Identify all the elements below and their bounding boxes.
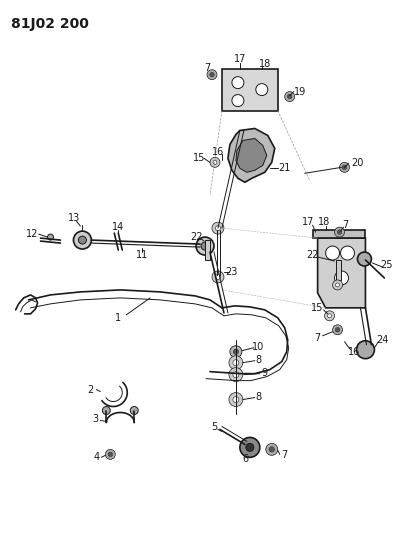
Circle shape: [196, 237, 214, 255]
Polygon shape: [317, 238, 365, 308]
Circle shape: [232, 94, 244, 107]
Text: 15: 15: [311, 303, 324, 313]
Circle shape: [269, 447, 274, 452]
Circle shape: [328, 314, 332, 318]
Text: 10: 10: [252, 342, 264, 352]
Text: 14: 14: [112, 222, 125, 232]
Text: 16: 16: [348, 346, 361, 357]
Circle shape: [287, 94, 292, 99]
Circle shape: [337, 230, 342, 235]
Circle shape: [232, 77, 244, 88]
Circle shape: [357, 341, 374, 359]
Circle shape: [102, 407, 110, 415]
Polygon shape: [228, 128, 275, 182]
Text: 18: 18: [259, 59, 271, 69]
Circle shape: [201, 242, 209, 250]
Circle shape: [335, 283, 339, 287]
Circle shape: [212, 222, 224, 234]
Circle shape: [212, 271, 224, 283]
Circle shape: [240, 438, 260, 457]
Text: 23: 23: [226, 267, 238, 277]
Text: 18: 18: [317, 217, 330, 227]
Circle shape: [79, 236, 86, 244]
Circle shape: [233, 360, 239, 366]
Circle shape: [230, 346, 242, 358]
Circle shape: [339, 163, 350, 172]
Circle shape: [341, 246, 354, 260]
Text: 6: 6: [243, 454, 249, 464]
Text: 5: 5: [211, 423, 217, 432]
Circle shape: [326, 246, 339, 260]
Circle shape: [229, 393, 243, 407]
Circle shape: [229, 356, 243, 370]
Text: 7: 7: [315, 333, 321, 343]
Circle shape: [215, 225, 221, 231]
Circle shape: [266, 443, 278, 455]
Text: 20: 20: [351, 158, 364, 168]
Text: 7: 7: [204, 63, 210, 72]
Circle shape: [210, 157, 220, 167]
Circle shape: [233, 349, 239, 354]
Polygon shape: [313, 230, 365, 238]
Circle shape: [256, 84, 268, 95]
Text: 2: 2: [87, 385, 94, 394]
Text: 21: 21: [278, 163, 291, 173]
Text: 7: 7: [342, 220, 349, 230]
Text: 17: 17: [234, 54, 246, 64]
Polygon shape: [335, 260, 341, 280]
Circle shape: [233, 372, 239, 377]
Text: 8: 8: [256, 392, 262, 401]
Circle shape: [130, 407, 138, 415]
Text: 15: 15: [193, 154, 205, 164]
Circle shape: [333, 280, 343, 290]
Text: 16: 16: [212, 148, 224, 157]
Text: 25: 25: [380, 260, 393, 270]
Text: 3: 3: [92, 415, 98, 424]
Circle shape: [335, 227, 344, 237]
Circle shape: [73, 231, 92, 249]
Text: 9: 9: [262, 368, 268, 378]
Text: 81J02 200: 81J02 200: [11, 17, 89, 31]
Text: 13: 13: [68, 213, 81, 223]
Text: 24: 24: [376, 335, 389, 345]
Circle shape: [215, 274, 221, 279]
Circle shape: [325, 311, 335, 321]
Circle shape: [333, 325, 343, 335]
Text: 22: 22: [190, 232, 202, 242]
Polygon shape: [222, 69, 278, 110]
Text: 4: 4: [93, 453, 99, 462]
Circle shape: [233, 397, 239, 402]
Text: 11: 11: [136, 250, 148, 260]
Circle shape: [342, 165, 347, 169]
Circle shape: [210, 72, 214, 77]
Circle shape: [335, 328, 340, 332]
Circle shape: [335, 271, 348, 285]
Text: 8: 8: [256, 354, 262, 365]
Text: 17: 17: [302, 217, 314, 227]
Text: 12: 12: [26, 229, 39, 239]
Circle shape: [108, 452, 113, 457]
Text: 19: 19: [293, 86, 306, 96]
Circle shape: [213, 160, 217, 164]
Circle shape: [285, 92, 295, 102]
Circle shape: [48, 234, 53, 240]
Polygon shape: [236, 139, 267, 172]
Circle shape: [207, 70, 217, 79]
Circle shape: [105, 449, 115, 459]
Text: 22: 22: [306, 250, 319, 260]
Circle shape: [357, 252, 372, 266]
Text: 1: 1: [115, 313, 121, 323]
Text: 7: 7: [282, 450, 288, 461]
Circle shape: [246, 443, 254, 451]
Circle shape: [229, 368, 243, 382]
Polygon shape: [205, 240, 210, 260]
